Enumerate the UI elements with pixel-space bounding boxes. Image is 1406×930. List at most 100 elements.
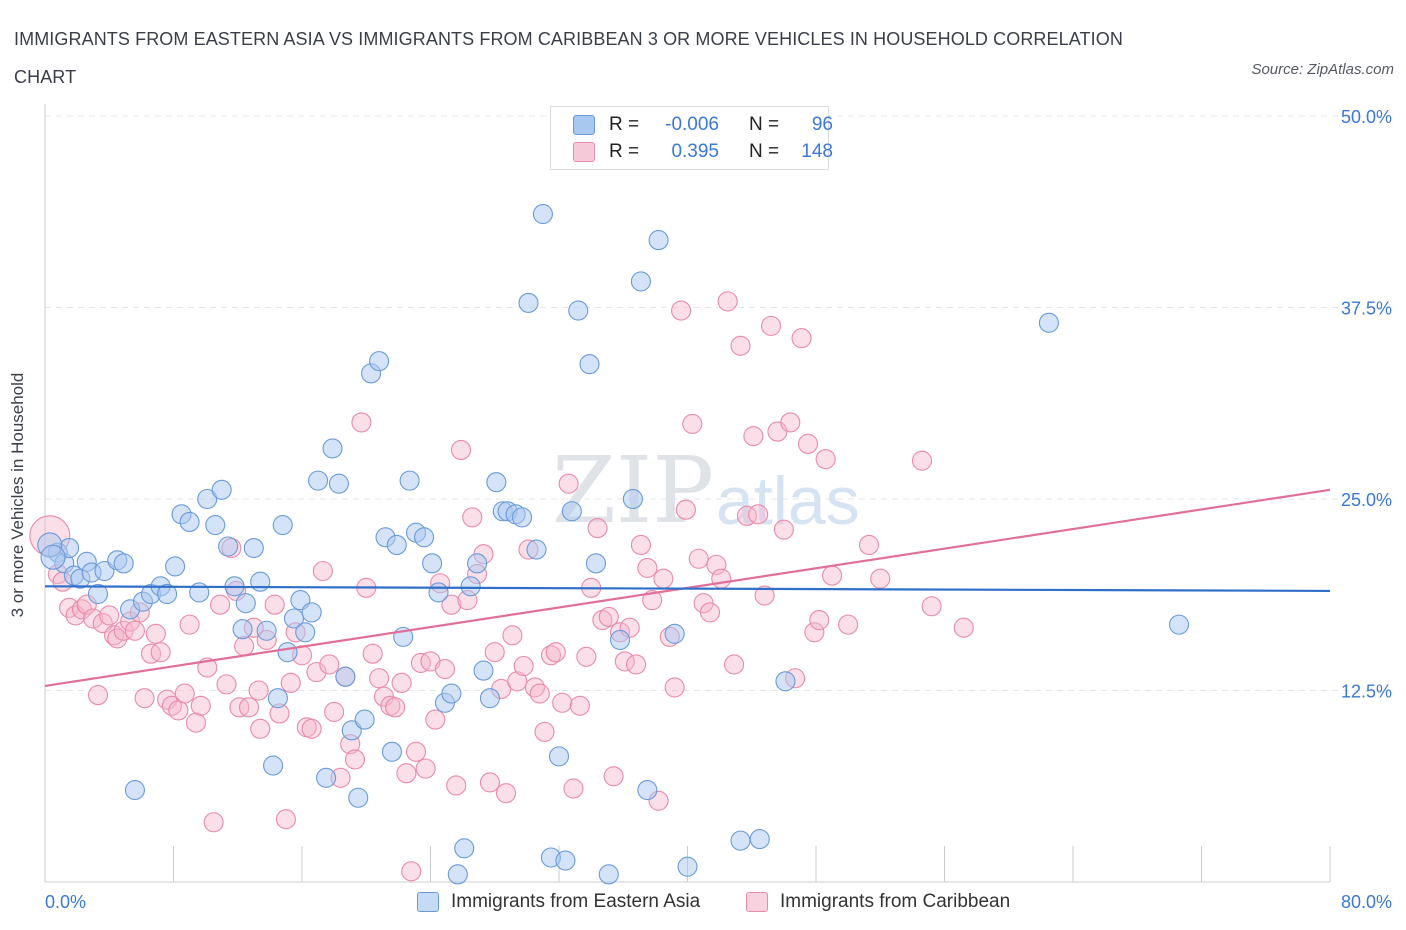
caribbean-point: [637, 557, 658, 578]
eastern-asia-point: [677, 856, 698, 877]
bottom-legend-caribbean: Immigrants from Caribbean: [746, 888, 1010, 916]
caribbean-point: [238, 697, 260, 718]
caribbean-point: [425, 709, 446, 730]
caribbean-point: [168, 700, 189, 721]
caribbean-point: [450, 439, 472, 461]
caribbean-point: [324, 701, 345, 722]
caribbean-point: [134, 688, 155, 709]
eastern-asia-point: [467, 553, 488, 574]
caribbean-point: [642, 590, 663, 611]
eastern-asia-point: [422, 553, 443, 574]
caribbean-point: [809, 609, 830, 631]
bottom-legend-label: Immigrants from Caribbean: [780, 891, 1011, 912]
legend-swatch-pink: [573, 142, 595, 162]
trend-lines: [44, 488, 1331, 687]
caribbean-point: [730, 335, 751, 356]
caribbean-point: [603, 766, 624, 787]
caribbean-point: [264, 594, 285, 615]
caribbean-point: [699, 602, 721, 623]
eastern-asia-point: [1038, 312, 1059, 333]
eastern-asia-trend-line: [44, 585, 1331, 593]
source-credit: Source: ZipAtlas.com: [1251, 61, 1394, 78]
caribbean-point: [682, 413, 703, 434]
eastern-asia-point: [561, 501, 582, 522]
caribbean-point: [210, 594, 231, 615]
caribbean-point: [822, 565, 843, 586]
eastern-asia-point: [473, 660, 494, 681]
eastern-asia-point: [447, 864, 468, 885]
caribbean-point: [87, 685, 109, 706]
caribbean-point: [717, 291, 738, 312]
caribbean-point: [911, 450, 933, 471]
y-tick-label: 37.5%: [1341, 299, 1392, 319]
caribbean-point: [150, 642, 171, 663]
eastern-asia-point: [328, 473, 349, 494]
x-tick-label: 80.0%: [1341, 892, 1392, 912]
eastern-asia-point: [585, 553, 606, 574]
caribbean-point: [104, 625, 125, 646]
eastern-asia-point: [548, 746, 570, 767]
caribbean-point: [760, 315, 782, 336]
watermark-atlas: atlas: [716, 463, 860, 539]
caribbean-point: [534, 721, 555, 742]
eastern-asia-point: [532, 203, 553, 225]
caribbean-point: [250, 718, 271, 739]
eastern-asia-point: [235, 593, 256, 614]
eastern-asia-point: [486, 472, 507, 493]
x-tick-label: 0.0%: [45, 892, 86, 912]
caribbean-point: [484, 642, 505, 663]
bottom-legend-label: Immigrants from Eastern Asia: [451, 891, 701, 912]
eastern-asia-point: [277, 642, 298, 663]
caribbean-point: [362, 643, 383, 664]
eastern-asia-point: [1168, 614, 1190, 635]
eastern-asia-point: [211, 479, 232, 500]
eastern-asia-point: [295, 622, 316, 643]
caribbean-point: [216, 674, 237, 695]
eastern-asia-point: [775, 671, 796, 692]
eastern-asia-point: [218, 536, 239, 557]
caribbean-point: [203, 812, 224, 833]
caribbean-points: [29, 291, 974, 882]
caribbean-point: [773, 519, 794, 540]
eastern-asia-point: [622, 488, 643, 510]
eastern-asia-point: [341, 720, 362, 741]
eastern-asia-point: [648, 230, 669, 251]
caribbean-point: [385, 697, 406, 718]
legend-r-value: 0.395: [671, 141, 719, 162]
caribbean-point: [124, 620, 145, 641]
legend-n-label: N =: [748, 141, 780, 162]
caribbean-point: [65, 605, 86, 626]
y-tick-label: 25.0%: [1341, 490, 1392, 510]
caribbean-point: [513, 655, 534, 677]
eastern-asia-point: [568, 300, 589, 321]
caribbean-point: [441, 594, 462, 615]
legend-n-value: 148: [801, 141, 833, 162]
eastern-asia-point: [250, 571, 271, 592]
caribbean-point: [396, 763, 417, 784]
caribbean-point: [858, 534, 880, 556]
caribbean-point: [369, 668, 390, 689]
caribbean-point: [688, 548, 709, 569]
chart-title: IMMIGRANTS FROM EASTERN ASIA VS IMMIGRAN…: [14, 29, 1123, 87]
y-tick-label: 50.0%: [1341, 107, 1392, 127]
caribbean-point: [797, 433, 819, 454]
caribbean-point: [598, 606, 619, 628]
eastern-asia-point: [428, 582, 449, 603]
eastern-asia-point: [94, 560, 115, 582]
eastern-asia-point: [609, 629, 631, 650]
correlation-legend: R = -0.006 N = 96 R = 0.395 N = 148: [550, 106, 833, 170]
eastern-asia-point: [40, 544, 66, 570]
eastern-asia-point: [526, 539, 547, 560]
caribbean-point: [630, 534, 651, 556]
bottom-legend-swatch-pink: [746, 892, 768, 912]
eastern-asia-point: [749, 829, 770, 850]
caribbean-point: [434, 659, 456, 680]
eastern-asia-point: [256, 620, 277, 641]
caribbean-point: [99, 605, 120, 626]
eastern-asia-point: [322, 438, 343, 459]
eastern-asia-point: [555, 850, 576, 871]
caribbean-point: [319, 654, 340, 675]
eastern-asia-point: [283, 608, 305, 629]
eastern-asia-point: [730, 830, 751, 851]
eastern-asia-point: [399, 470, 420, 491]
